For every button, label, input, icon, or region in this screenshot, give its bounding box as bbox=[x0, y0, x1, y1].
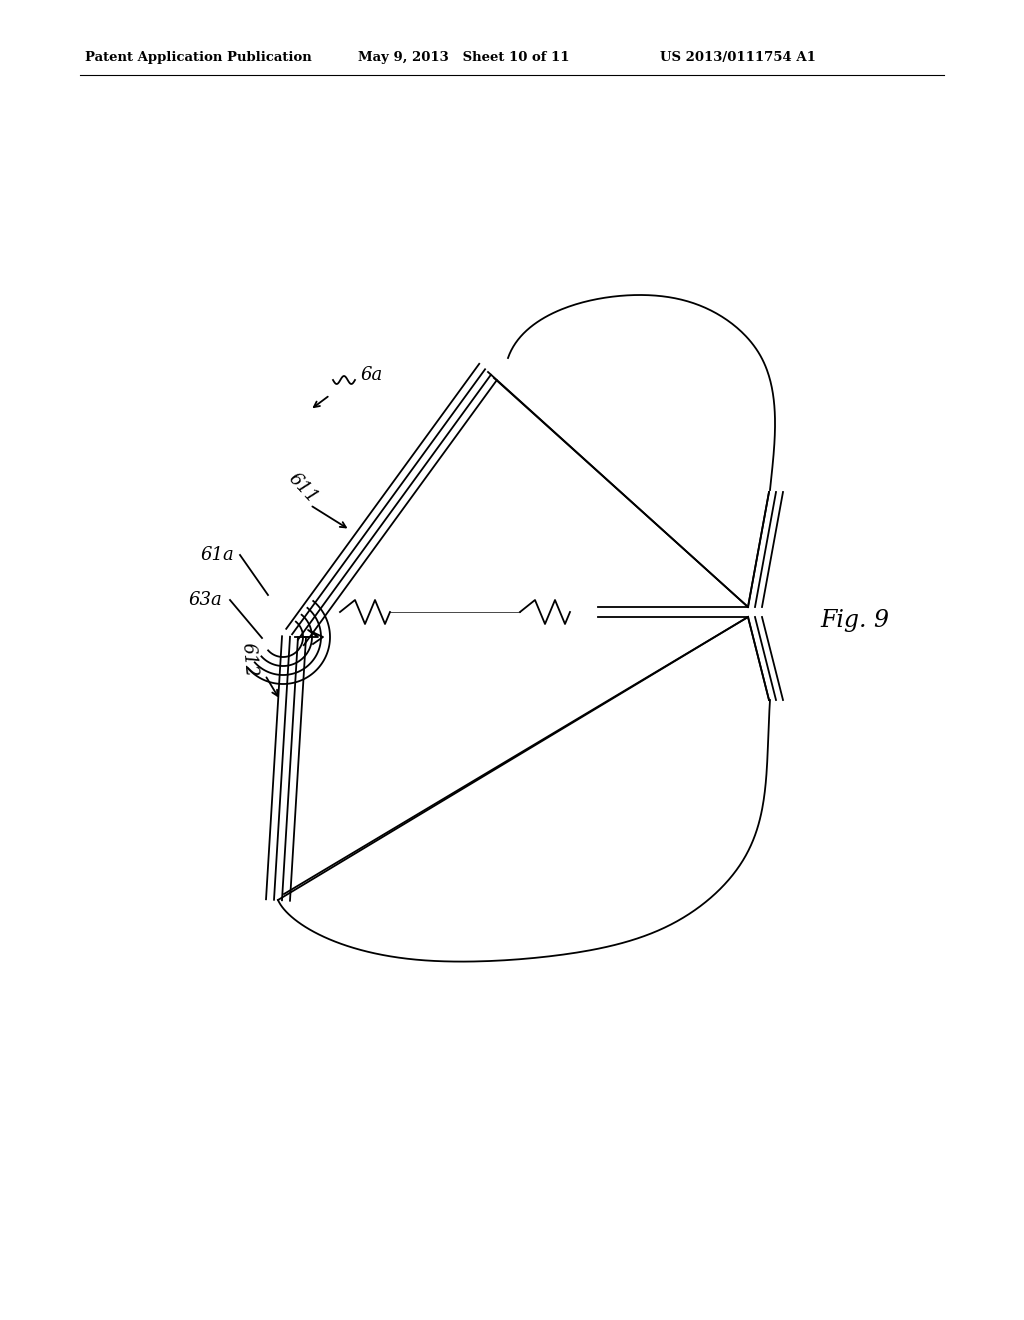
Text: 61a: 61a bbox=[200, 546, 233, 564]
Text: 63a: 63a bbox=[188, 591, 222, 609]
Text: 612: 612 bbox=[238, 642, 259, 678]
Text: Fig. 9: Fig. 9 bbox=[820, 609, 889, 631]
Text: Patent Application Publication: Patent Application Publication bbox=[85, 51, 311, 65]
Text: 6a: 6a bbox=[360, 366, 382, 384]
Text: 611: 611 bbox=[285, 469, 322, 507]
Text: US 2013/0111754 A1: US 2013/0111754 A1 bbox=[660, 51, 816, 65]
Text: May 9, 2013   Sheet 10 of 11: May 9, 2013 Sheet 10 of 11 bbox=[358, 51, 569, 65]
